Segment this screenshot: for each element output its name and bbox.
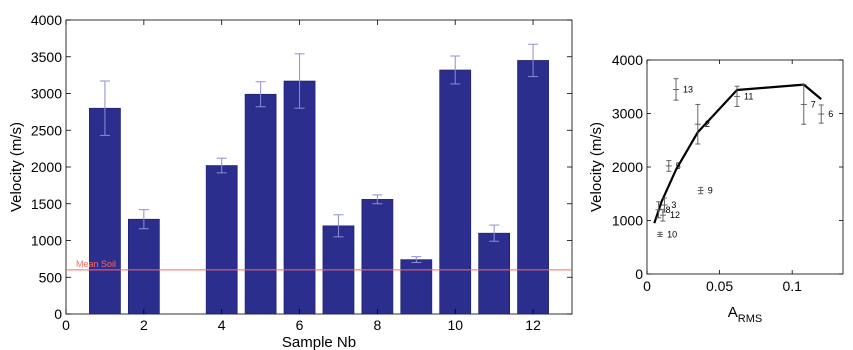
scatter-chart-y-axis-label: Velocity (m/s) — [588, 122, 605, 212]
y-tick-label: 1000 — [31, 233, 62, 249]
bar — [89, 107, 121, 315]
scatter-point — [657, 231, 664, 238]
error-bar — [528, 43, 539, 78]
scatter-point — [734, 85, 741, 107]
scatter-point — [694, 103, 701, 145]
bar — [205, 165, 238, 315]
bar-chart-error-bars — [99, 43, 539, 264]
y-tick-label: 3000 — [31, 86, 62, 102]
point-label: 11 — [744, 91, 753, 101]
x-axis-label-subscript: RMS — [738, 313, 762, 325]
bar-chart-bars — [89, 60, 549, 315]
error-bar — [450, 55, 461, 85]
x-tick-label: 0 — [643, 278, 651, 294]
scatter-point — [673, 78, 680, 101]
y-tick-label: 0 — [635, 266, 643, 282]
y-tick-label: 500 — [39, 269, 63, 285]
bar — [478, 232, 511, 315]
bar — [400, 259, 433, 315]
bar — [361, 199, 394, 315]
scatter-chart-plot-area — [646, 59, 844, 275]
x-tick-label: 6 — [296, 317, 304, 333]
y-tick-label: 0 — [54, 306, 62, 322]
y-tick-label: 1500 — [31, 196, 62, 212]
scatter-point — [655, 201, 662, 219]
x-tick-label: 4 — [218, 317, 226, 333]
scatter-chart-x-ticks: 0 0.05 0.1 — [643, 60, 802, 294]
bar — [283, 80, 316, 315]
point-label: 7 — [811, 99, 816, 109]
y-tick-label: 2000 — [31, 159, 62, 175]
x-tick-label: 0.1 — [782, 278, 802, 294]
point-label: 5 — [676, 161, 681, 171]
bar — [244, 93, 277, 315]
bar-chart: Mean Soil 050010001500200025003000350040… — [8, 12, 573, 350]
y-tick-label: 2500 — [31, 122, 62, 138]
point-label: 10 — [667, 229, 677, 239]
error-bar — [99, 80, 110, 136]
point-label: 9 — [708, 186, 713, 196]
point-label: 6 — [828, 109, 833, 119]
error-bar — [489, 224, 500, 242]
bar — [439, 69, 472, 315]
error-bar — [411, 256, 422, 264]
scatter-chart-x-axis-label: ARMS — [728, 304, 762, 325]
scatter-point — [665, 160, 672, 172]
bar-chart-y-axis-label: Velocity (m/s) — [8, 122, 25, 212]
y-tick-label: 1000 — [612, 213, 643, 229]
x-tick-label: 12 — [525, 317, 541, 333]
x-tick-label: 0.05 — [706, 278, 733, 294]
error-bar — [372, 194, 383, 205]
y-tick-label: 2000 — [612, 159, 643, 175]
bar — [127, 218, 160, 315]
point-label: 2 — [705, 119, 710, 129]
x-axis-label-main: A — [728, 304, 738, 321]
y-tick-label: 3000 — [612, 106, 643, 122]
y-tick-label: 4000 — [612, 52, 643, 68]
point-label: 3 — [671, 200, 676, 210]
error-bar — [294, 53, 305, 109]
scatter-chart-y-ticks: 0 1000 2000 3000 4000 — [612, 52, 843, 282]
error-bar — [138, 209, 149, 230]
bar — [517, 60, 549, 315]
point-label: 8 — [666, 205, 671, 215]
y-tick-label: 4000 — [31, 12, 62, 28]
error-bar — [216, 157, 227, 174]
error-bar — [255, 81, 266, 108]
x-tick-label: 2 — [140, 317, 148, 333]
scatter-point — [659, 208, 666, 222]
x-tick-label: 10 — [447, 317, 463, 333]
scatter-point — [697, 186, 704, 195]
bar-chart-x-ticks: 0 2 4 6 8 10 12 — [62, 20, 541, 333]
bar-chart-y-ticks: 0 500 1000 1500 2000 2500 3000 3500 4000 — [31, 12, 572, 322]
mean-soil-label: Mean Soil — [76, 259, 116, 269]
point-label: 13 — [683, 84, 693, 94]
y-tick-label: 3500 — [31, 49, 62, 65]
bar-chart-x-axis-label: Sample Nb — [282, 334, 356, 350]
point-label: 12 — [670, 210, 680, 220]
scatter-point — [818, 104, 825, 124]
x-tick-label: 0 — [62, 317, 70, 333]
x-tick-label: 8 — [373, 317, 381, 333]
error-bar — [333, 214, 344, 238]
scatter-point — [800, 84, 807, 125]
